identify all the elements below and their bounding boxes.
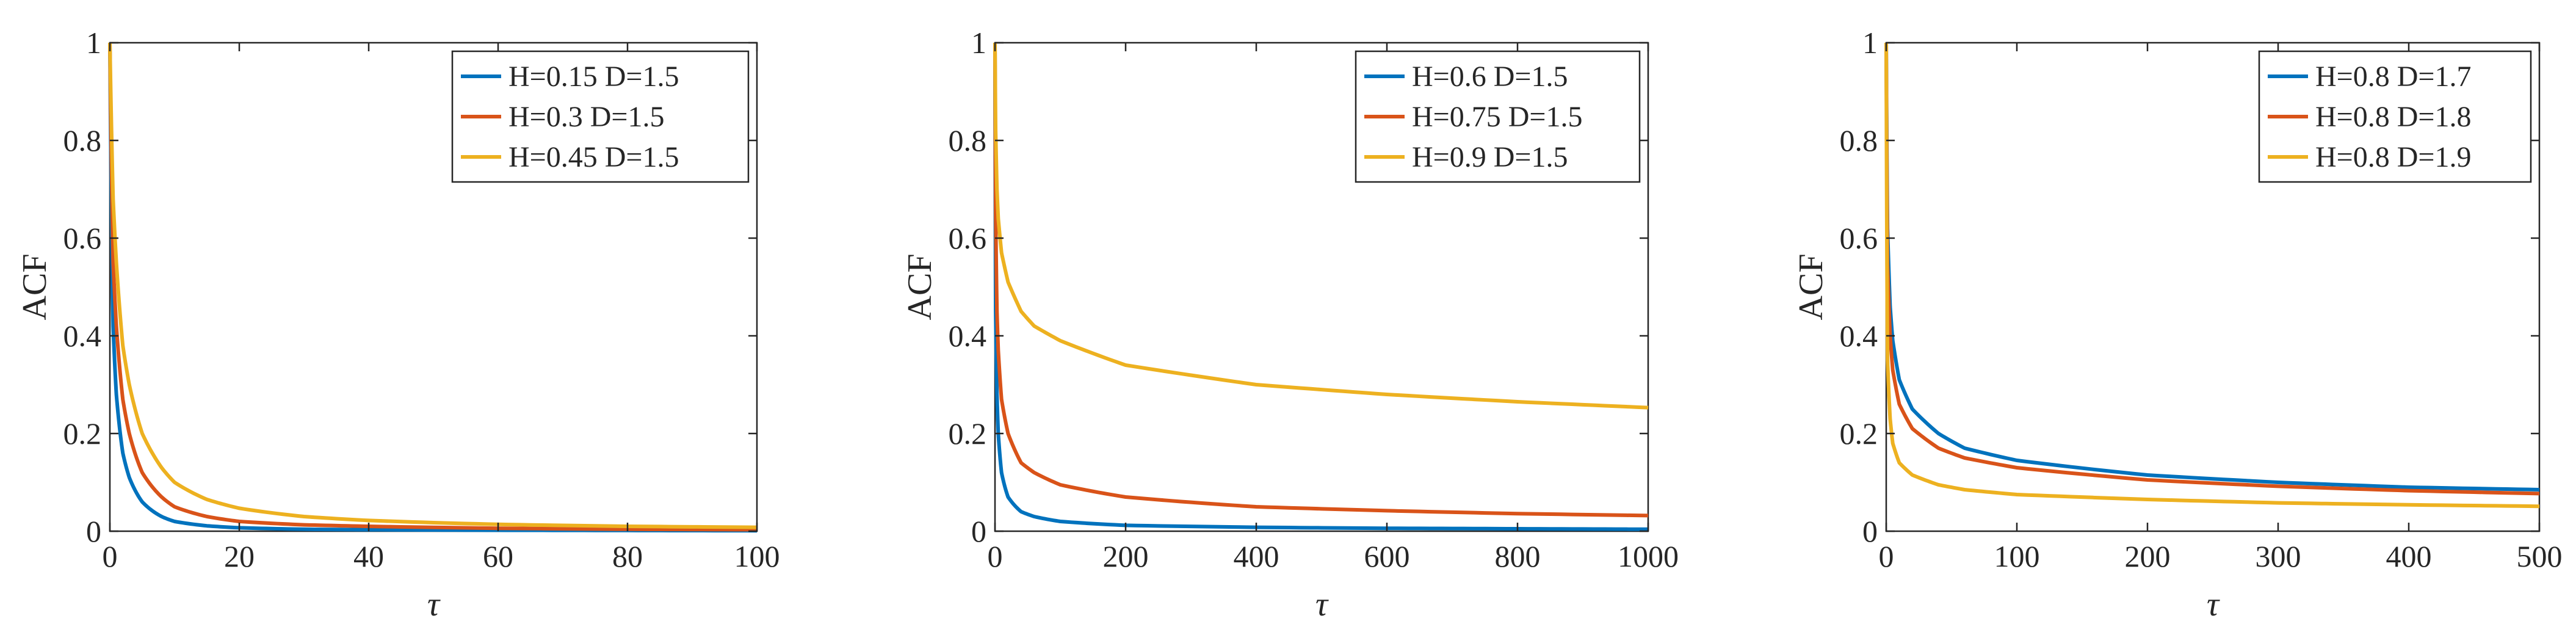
legend-entry: H=0.8 D=1.9: [2315, 141, 2471, 173]
x-tick-label: 80: [612, 539, 643, 573]
series-line-1: [108, 42, 758, 533]
y-tick-label: 0.6: [949, 221, 987, 255]
y-tick-label: 0.4: [63, 319, 102, 353]
y-tick-label: 0.2: [63, 416, 102, 451]
x-tick-label: 200: [1103, 539, 1149, 573]
y-tick-label: 1: [1862, 26, 1878, 60]
x-tick-label: 0: [988, 539, 1003, 573]
legend: H=0.8 D=1.7 H=0.8 D=1.8 H=0.8 D=1.9: [2258, 50, 2532, 183]
y-tick-label: 0: [86, 514, 101, 548]
x-axis-label: τ: [427, 586, 441, 623]
legend-entry: H=0.8 D=1.8: [2315, 101, 2471, 133]
chart-panel-3: 0 100 200 300 400 500 0 0.2 0.4 0.6 0.8 1 τ ACF H=0.8 …: [1792, 26, 2563, 623]
series-line-1: [993, 42, 1649, 531]
y-tick-label: 0.8: [63, 123, 102, 158]
series-line-2: [993, 42, 1649, 518]
legend-entry: H=0.45 D=1.5: [508, 141, 679, 173]
x-axis-label: τ: [1315, 586, 1329, 623]
x-tick-label: 800: [1495, 539, 1541, 573]
y-tick-label: 0.4: [949, 319, 987, 353]
y-tick-label: 1: [971, 26, 986, 60]
y-tick-label: 0.6: [1840, 221, 1878, 255]
x-tick-label: 500: [2517, 539, 2563, 573]
x-tick-label: 100: [1994, 539, 2040, 573]
y-axis-label: ACF: [16, 254, 54, 321]
series-line-3: [993, 42, 1649, 410]
y-tick-label: 0: [971, 514, 986, 548]
x-tick-label: 20: [224, 539, 255, 573]
legend-box: [451, 50, 750, 183]
x-tick-label: 0: [1879, 539, 1894, 573]
chart-panel-1: 0 20 40 60 80 100 0 0.2 0.4 0.6 0.8 1 τ ACF H=0.15 D=1…: [16, 26, 780, 623]
y-tick-label: 0.6: [63, 221, 102, 255]
legend-entry: H=0.8 D=1.7: [2315, 60, 2471, 93]
x-tick-label: 1000: [1618, 539, 1679, 573]
series-line-2: [108, 42, 758, 532]
legend-entry: H=0.15 D=1.5: [508, 60, 679, 93]
legend: H=0.6 D=1.5 H=0.75 D=1.5 H=0.9 D=1.5: [1355, 50, 1641, 183]
x-axis-label: τ: [2207, 586, 2220, 623]
legend-entry: H=0.9 D=1.5: [1412, 141, 1568, 173]
series-line-3: [108, 42, 758, 529]
y-axis-label: ACF: [901, 254, 939, 321]
legend-entry: H=0.6 D=1.5: [1412, 60, 1568, 93]
x-tick-label: 300: [2256, 539, 2301, 573]
y-tick-label: 0.8: [949, 123, 987, 158]
x-tick-label: 100: [734, 539, 780, 573]
x-tick-label: 0: [103, 539, 118, 573]
legend-entry: H=0.75 D=1.5: [1412, 101, 1582, 133]
y-axis-label: ACF: [1792, 254, 1830, 321]
x-tick-label: 600: [1364, 539, 1410, 573]
legend-entry: H=0.3 D=1.5: [508, 101, 664, 133]
x-tick-label: 40: [353, 539, 384, 573]
y-tick-label: 0: [1862, 514, 1878, 548]
x-tick-label: 400: [2386, 539, 2432, 573]
x-tick-label: 60: [483, 539, 513, 573]
chart-panel-2: 0 200 400 600 800 1000 0 0.2 0.4 0.6 0.8 1 τ ACF H=0.6…: [901, 26, 1679, 623]
y-tick-label: 0.8: [1840, 123, 1878, 158]
y-tick-label: 1: [86, 26, 101, 60]
y-tick-label: 0.2: [1840, 416, 1878, 451]
legend: H=0.15 D=1.5 H=0.3 D=1.5 H=0.45 D=1.5: [451, 50, 750, 183]
x-tick-label: 200: [2125, 539, 2171, 573]
y-tick-label: 0.4: [1840, 319, 1878, 353]
series-line-3: [1884, 42, 2540, 509]
x-tick-label: 400: [1234, 539, 1279, 573]
y-tick-label: 0.2: [949, 416, 987, 451]
